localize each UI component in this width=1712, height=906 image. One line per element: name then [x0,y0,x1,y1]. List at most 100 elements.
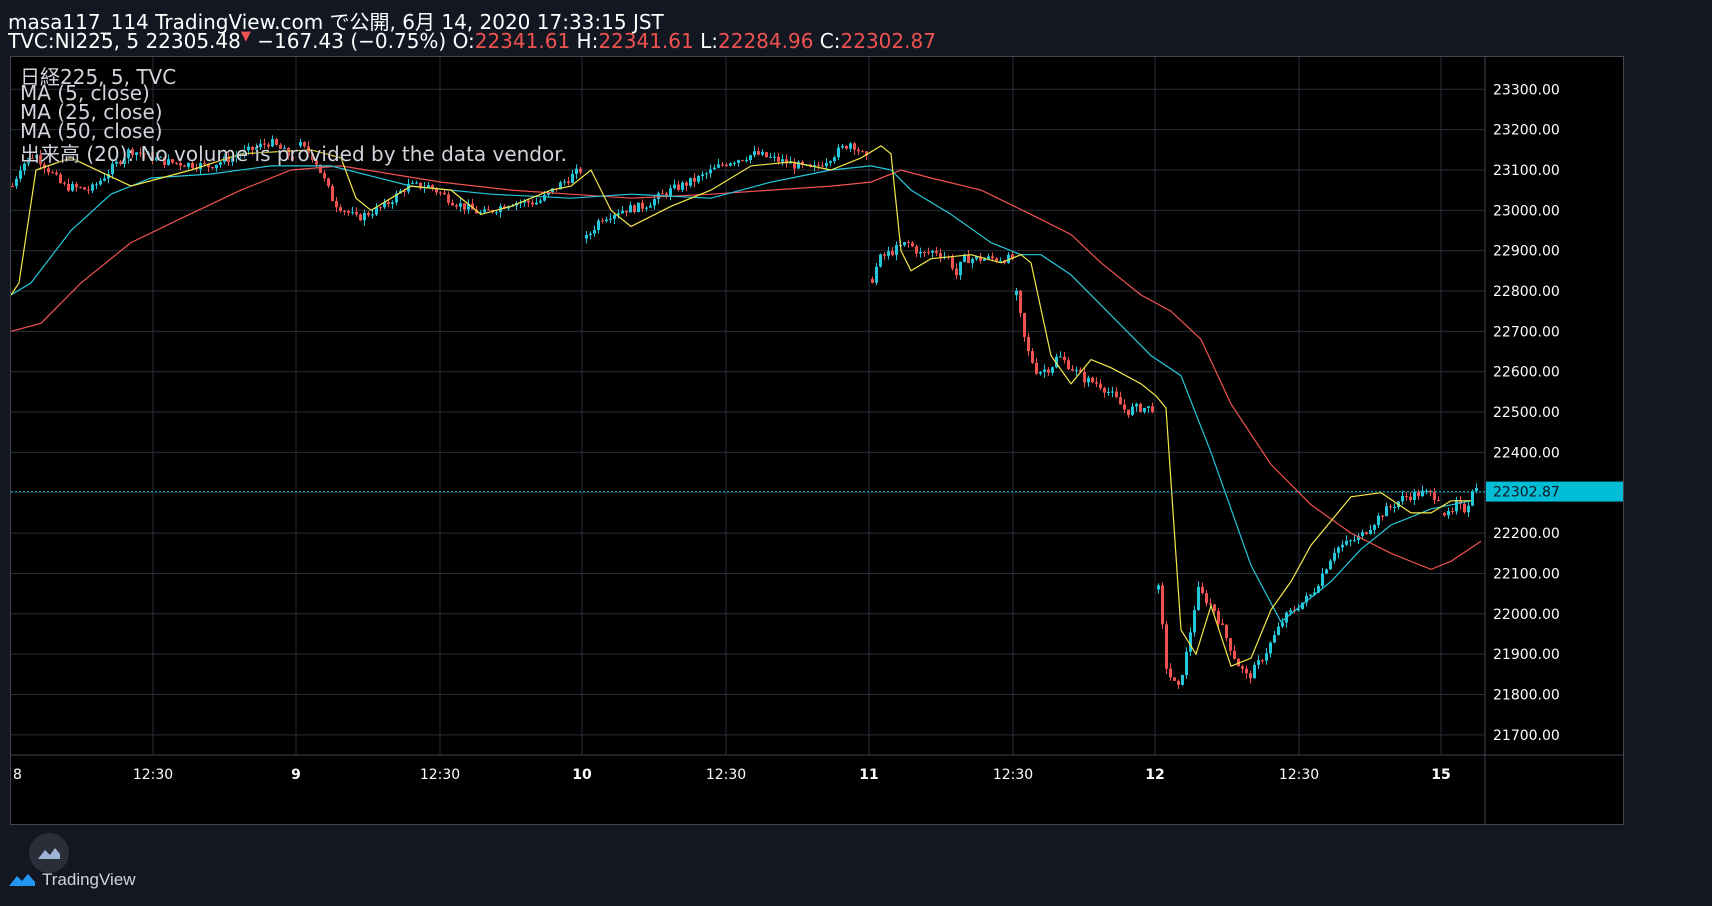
candle-body [303,142,306,147]
candle-body [439,192,442,194]
candle-body [999,260,1002,262]
candle-body [861,151,864,153]
candle-body [11,186,14,188]
candle-body [155,157,158,161]
candle-body [67,183,70,191]
price-chart[interactable]: 23300.00 23200.00 23100.00 23000.00 22900.00… [11,57,1623,824]
candle-body [1135,403,1138,407]
candle-body [187,162,190,167]
candle-body [1107,392,1110,394]
candle-body [455,205,458,207]
candle-body [653,199,656,206]
candle-body [375,207,378,215]
candle-body [777,156,780,162]
candle-body [483,209,486,213]
legend-ma50[interactable]: MA (50, close) [20,119,163,143]
candle-body [1253,664,1256,679]
candle-body [51,172,54,174]
candle-body [1161,585,1164,625]
candle-body [219,162,222,165]
candle-body [59,174,62,183]
legend-ma5[interactable]: MA (5, close) [20,81,150,105]
candle-body [773,156,776,158]
candle-body [1209,603,1212,605]
candle-body [1229,638,1232,651]
candle-body [1007,254,1010,263]
candle-body [111,163,114,175]
candle-body [1409,496,1412,500]
chart-area[interactable]: 23300.00 23200.00 23100.00 23000.00 22900.00… [10,56,1624,873]
candle-body [1157,585,1160,590]
ohlc-line: TVC:NI225, 5 22305.48▼ −167.43 (−0.75%) … [8,29,936,53]
candle-body [963,254,966,262]
candle-body [891,251,894,255]
candle-body [713,167,716,170]
close-label: C: [819,29,841,53]
candle-body [895,245,898,255]
candle-body [753,151,756,156]
candle-body [35,155,38,159]
y-tick-label: 21700.00 [1493,728,1560,744]
legend-ma25[interactable]: MA (25, close) [20,100,163,124]
candle-body [641,202,644,209]
candle-body [991,256,994,259]
candle-body [749,155,752,161]
candle-body [279,144,282,149]
candle-body [1213,604,1216,611]
candle-body [275,139,278,145]
candle-body [143,153,146,155]
y-tick-label: 21900.00 [1493,647,1560,663]
candle-body [979,256,982,261]
candle-body [179,162,182,166]
candle-body [435,188,438,193]
high-label: H: [576,29,599,53]
candle-body [123,158,126,164]
candle-body [1197,586,1200,611]
candle-body [151,152,154,161]
candle-body [857,149,860,152]
candle-body [769,156,772,158]
candle-body [1165,624,1168,669]
candle-body [43,164,46,169]
candle-body [131,149,134,155]
candle-body [649,205,652,208]
candle-body [347,211,350,213]
candle-body [1123,404,1126,410]
candle-body [235,156,238,158]
candle-body [147,152,150,155]
candle-body [1389,506,1392,508]
tradingview-logo[interactable]: TradingView [8,870,136,890]
candle-body [871,278,874,283]
candle-body [585,234,588,239]
candle-body [1313,592,1316,595]
candle-body [1095,382,1098,384]
candle-body [495,212,498,214]
symbol: TVC:NI225, 5 [8,29,140,53]
candle-body [593,230,596,234]
candle-body [47,168,50,173]
candle-body [1433,492,1436,500]
ma50-line [11,165,1482,571]
candle-body [259,143,262,148]
candle-body [1349,540,1352,542]
candle-body [1067,360,1070,370]
legend-volume[interactable]: 出来高 (20): No volume is provided by the d… [20,142,567,166]
candle-body [637,202,640,213]
tradingview-badge-icon[interactable] [29,833,69,873]
candle-body [879,254,882,267]
candle-body [1023,313,1026,337]
candle-body [311,153,314,160]
candle-body [1341,544,1344,548]
candle-body [887,251,890,256]
candle-body [605,219,608,222]
candle-body [837,147,840,158]
candle-body [721,164,724,166]
candle-body [927,252,930,254]
candle-body [601,220,604,222]
candle-body [1189,632,1192,652]
candle-body [1181,674,1184,685]
candle-body [287,148,290,156]
candle-body [163,156,166,165]
candle-body [717,164,720,168]
candle-body [1269,642,1272,654]
